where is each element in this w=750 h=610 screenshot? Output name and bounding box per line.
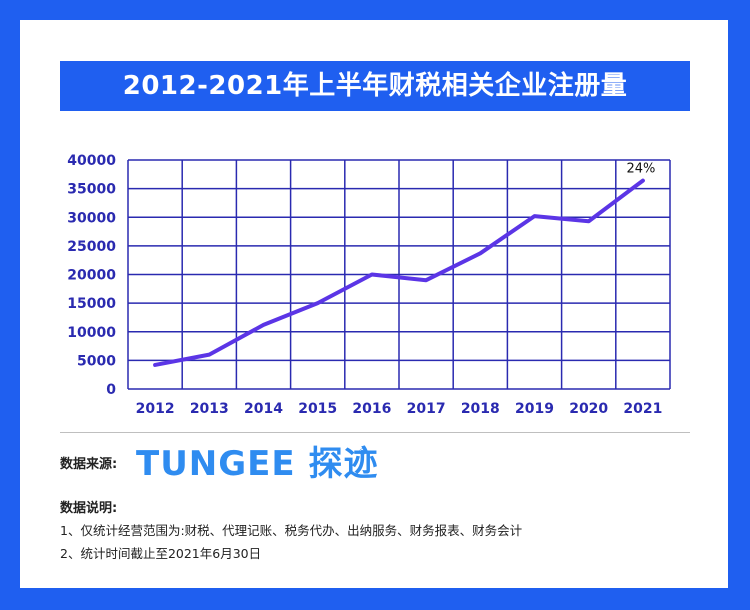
y-tick-label: 15000 (67, 296, 116, 312)
x-tick-label: 2012 (136, 401, 175, 417)
x-tick-label: 2013 (190, 401, 229, 417)
y-tick-label: 20000 (67, 268, 116, 284)
source-label: 数据来源: (60, 457, 118, 472)
line-chart: 0 5000 10000 15000 20000 25000 30000 35000 40000… (67, 153, 671, 417)
x-tick-label: 2021 (623, 401, 662, 417)
x-tick-label: 2015 (298, 401, 337, 417)
x-tick-label: 2016 (352, 401, 391, 417)
chart-title: 2012-2021年上半年财税相关企业注册量 (60, 61, 690, 111)
series-line (153, 178, 645, 367)
y-tick-label: 35000 (67, 182, 116, 198)
content-panel (20, 20, 728, 588)
tungee-logo: TUNGEE 探迹 (136, 444, 379, 484)
y-tick-label: 5000 (77, 353, 116, 369)
registered-mark: ® (358, 448, 367, 458)
y-tick-label: 40000 (67, 153, 116, 169)
annotation-label: 24% (626, 162, 655, 177)
y-tick-label: 10000 (67, 325, 116, 341)
x-tick-label: 2019 (515, 401, 554, 417)
x-tick-label: 2017 (407, 401, 446, 417)
y-tick-label: 30000 (67, 210, 116, 226)
x-tick-label: 2014 (244, 401, 283, 417)
y-tick-label: 25000 (67, 239, 116, 255)
y-tick-label: 0 (106, 382, 116, 398)
notes-title: 数据说明: (60, 501, 118, 516)
note-line-2: 2、统计时间截止至2021年6月30日 (60, 546, 262, 561)
divider (60, 432, 690, 433)
x-tick-label: 2018 (461, 401, 500, 417)
x-tick-label: 2020 (569, 401, 608, 417)
note-line-1: 1、仅统计经营范围为:财税、代理记账、税务代办、出纳服务、财务报表、财务会计 (60, 523, 523, 538)
